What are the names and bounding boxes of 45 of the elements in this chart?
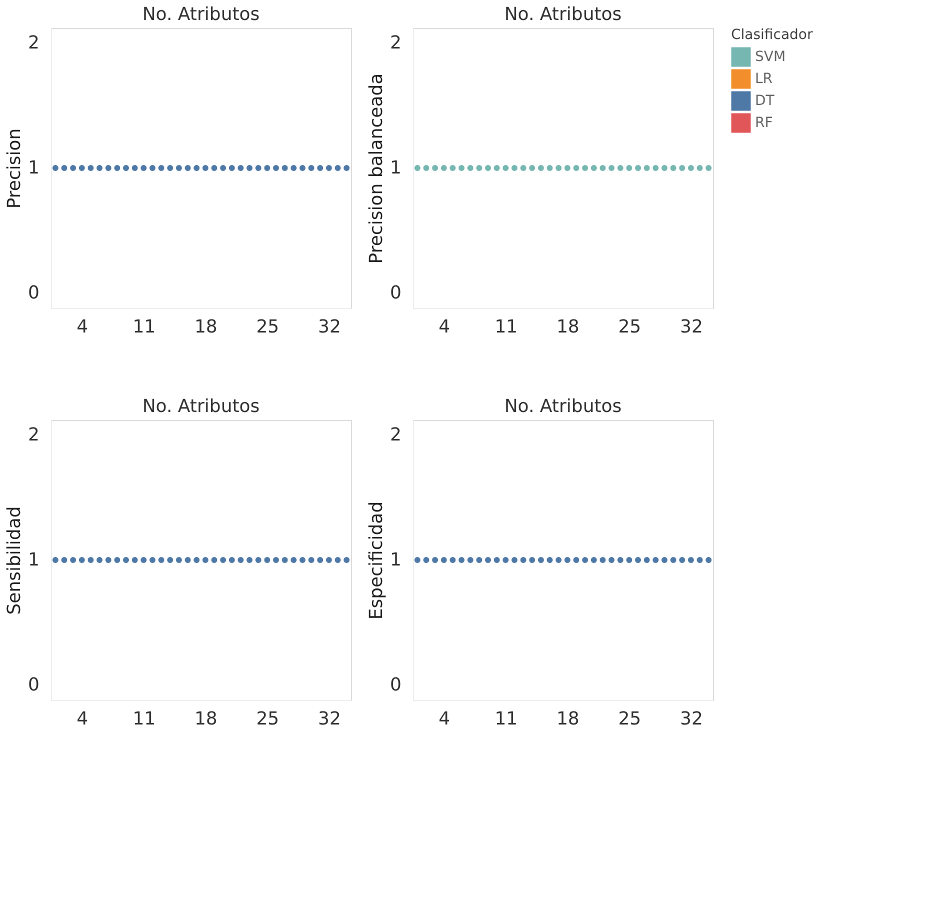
y-tick-label: 0 <box>390 674 402 696</box>
x-tick-label: 18 <box>556 708 580 730</box>
chart-title: No. Atributos <box>142 4 260 25</box>
legend-title: Clasificador <box>731 27 813 43</box>
y-tick-label: 2 <box>28 32 40 54</box>
x-tick-label: 4 <box>76 708 88 730</box>
x-tick-label: 4 <box>76 316 88 338</box>
x-tick-label: 18 <box>556 316 580 338</box>
y-tick-label: 1 <box>28 550 40 570</box>
x-tick-label: 25 <box>256 316 280 338</box>
y-axis-title: Especificidad <box>366 501 388 620</box>
x-tick-label: 11 <box>494 316 518 338</box>
x-tick-label: 25 <box>256 708 280 730</box>
x-tick-label: 11 <box>132 316 156 338</box>
x-tick-label: 32 <box>318 708 341 730</box>
legend-label: LR <box>755 71 773 87</box>
legend-label: RF <box>755 115 773 131</box>
y-tick-label: 2 <box>390 32 402 54</box>
y-tick-label: 1 <box>28 158 40 178</box>
y-tick-label: 0 <box>390 282 402 304</box>
x-tick-label: 32 <box>680 316 703 338</box>
x-tick-label: 4 <box>438 708 450 730</box>
y-tick-label: 2 <box>28 424 40 446</box>
y-tick-label: 0 <box>28 674 40 696</box>
y-axis-title: Precision <box>4 128 26 209</box>
y-axis-title: Precision balanceada <box>366 73 388 264</box>
x-tick-label: 18 <box>194 708 218 730</box>
x-tick-label: 11 <box>132 708 156 730</box>
chart-title: No. Atributos <box>142 396 260 417</box>
y-tick-label: 1 <box>390 550 402 570</box>
x-tick-label: 32 <box>318 316 341 338</box>
y-tick-label: 0 <box>28 282 40 304</box>
y-tick-label: 2 <box>390 424 402 446</box>
x-tick-label: 18 <box>194 316 218 338</box>
y-axis-title: Sensibilidad <box>4 506 26 615</box>
y-tick-label: 1 <box>390 158 402 178</box>
legend-label: DT <box>755 93 775 109</box>
chart-title: No. Atributos <box>504 396 622 417</box>
x-tick-label: 25 <box>618 316 642 338</box>
x-tick-label: 25 <box>618 708 642 730</box>
x-tick-label: 4 <box>438 316 450 338</box>
legend-label: SVM <box>755 49 786 65</box>
x-tick-label: 11 <box>494 708 518 730</box>
x-tick-label: 32 <box>680 708 703 730</box>
chart-title: No. Atributos <box>504 4 622 25</box>
